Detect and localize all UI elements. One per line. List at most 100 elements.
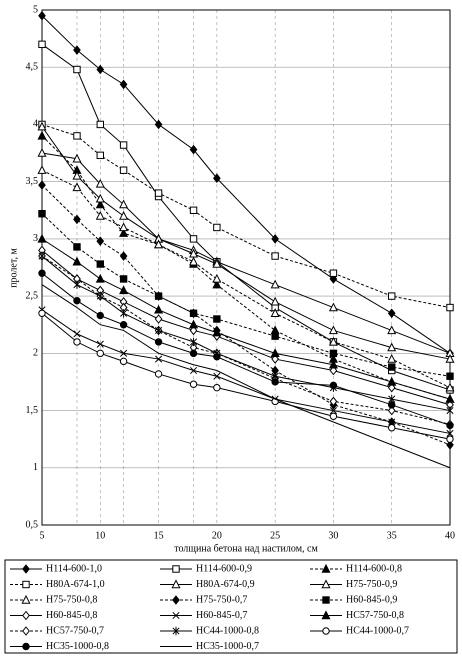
data-point	[388, 401, 396, 409]
series-line	[41, 135, 451, 400]
legend-label: Н60-845-0,8	[46, 610, 97, 621]
data-point	[96, 236, 105, 246]
data-point	[96, 120, 104, 129]
plot-frame	[41, 9, 451, 526]
y-tick-label: 2,5	[26, 290, 39, 301]
data-point	[38, 251, 46, 261]
data-point	[329, 274, 338, 284]
data-point	[446, 429, 454, 437]
data-point	[271, 378, 279, 386]
data-point	[96, 260, 104, 268]
y-tick-label: 4,5	[26, 62, 39, 73]
legend-label: НС35-1000-0,7	[196, 641, 259, 652]
data-point	[96, 340, 104, 348]
data-point	[38, 180, 46, 190]
data-point	[329, 269, 338, 277]
legend-label: НС57-750-0,7	[46, 625, 104, 636]
legend-label: Н114-600-0,8	[346, 563, 402, 574]
data-point	[445, 394, 455, 403]
data-point	[271, 252, 279, 260]
data-point	[96, 349, 104, 358]
data-point	[38, 40, 46, 49]
x-tick-label: 5	[40, 530, 45, 541]
data-point	[445, 382, 455, 392]
legend-label: Н114-600-0,9	[196, 563, 252, 574]
data-point	[73, 338, 81, 346]
data-point	[189, 349, 198, 358]
legend-label: Н75-750-0,9	[346, 579, 397, 590]
data-point	[329, 349, 338, 358]
legend-marker	[321, 610, 331, 620]
data-point	[95, 210, 105, 220]
data-point	[212, 258, 222, 268]
legend-marker	[322, 596, 330, 604]
legend-label: НС57-750-0,8	[346, 610, 404, 621]
data-point	[95, 273, 105, 283]
legend-label: Н80А-674-0,9	[196, 579, 255, 590]
data-point	[387, 325, 397, 335]
data-point	[72, 256, 82, 266]
data-point	[154, 304, 164, 314]
legend-marker	[322, 627, 330, 635]
data-point	[387, 405, 396, 416]
legend-label: Н114-600-1,0	[46, 563, 102, 574]
data-point	[446, 421, 454, 430]
data-point	[388, 418, 396, 426]
data-point	[37, 233, 47, 243]
data-point	[387, 308, 396, 319]
data-point	[189, 309, 198, 317]
data-point	[37, 147, 47, 157]
data-point	[119, 357, 128, 366]
data-point	[73, 45, 81, 55]
x-tick-label: 30	[328, 530, 338, 541]
data-point	[154, 314, 163, 324]
x-tick-label: 40	[445, 530, 455, 541]
data-point	[72, 170, 82, 180]
data-point	[329, 412, 338, 420]
data-point	[154, 370, 163, 378]
data-point	[120, 349, 128, 357]
data-point	[119, 251, 128, 261]
data-point	[119, 199, 129, 209]
data-point	[446, 435, 454, 443]
legend-marker	[172, 626, 180, 636]
data-point	[73, 214, 81, 225]
data-point	[213, 372, 221, 380]
data-point	[271, 234, 279, 244]
data-point	[387, 353, 397, 363]
legend-label: НС35-1000-0,8	[46, 641, 109, 652]
y-tick-label: 1,5	[26, 405, 39, 416]
data-point	[72, 153, 82, 163]
legend-marker	[22, 580, 30, 589]
data-point	[189, 256, 199, 266]
data-point	[155, 355, 163, 363]
data-point	[189, 235, 198, 243]
legend-marker	[22, 564, 30, 574]
data-point	[119, 222, 129, 232]
series-line	[41, 15, 451, 354]
data-point	[446, 303, 454, 312]
data-point	[38, 269, 46, 277]
legend-marker	[172, 565, 180, 573]
data-point	[329, 396, 338, 407]
data-point	[189, 325, 198, 336]
data-point	[387, 382, 396, 393]
data-point	[37, 130, 47, 140]
legend-marker	[172, 611, 180, 620]
x-tick-label: 20	[212, 530, 222, 541]
data-point	[95, 199, 105, 209]
data-point	[213, 353, 221, 361]
data-point	[38, 10, 46, 21]
data-point	[329, 365, 338, 376]
data-point	[73, 243, 81, 251]
legend-marker	[21, 594, 31, 604]
legend-label: Н75-750-0,8	[46, 594, 97, 605]
legend-marker	[321, 579, 331, 589]
data-point	[329, 381, 338, 390]
y-axis-label: пролет, м	[8, 248, 19, 288]
data-point	[270, 296, 280, 306]
data-point	[212, 279, 222, 289]
data-point	[120, 309, 128, 318]
data-point	[189, 206, 198, 214]
